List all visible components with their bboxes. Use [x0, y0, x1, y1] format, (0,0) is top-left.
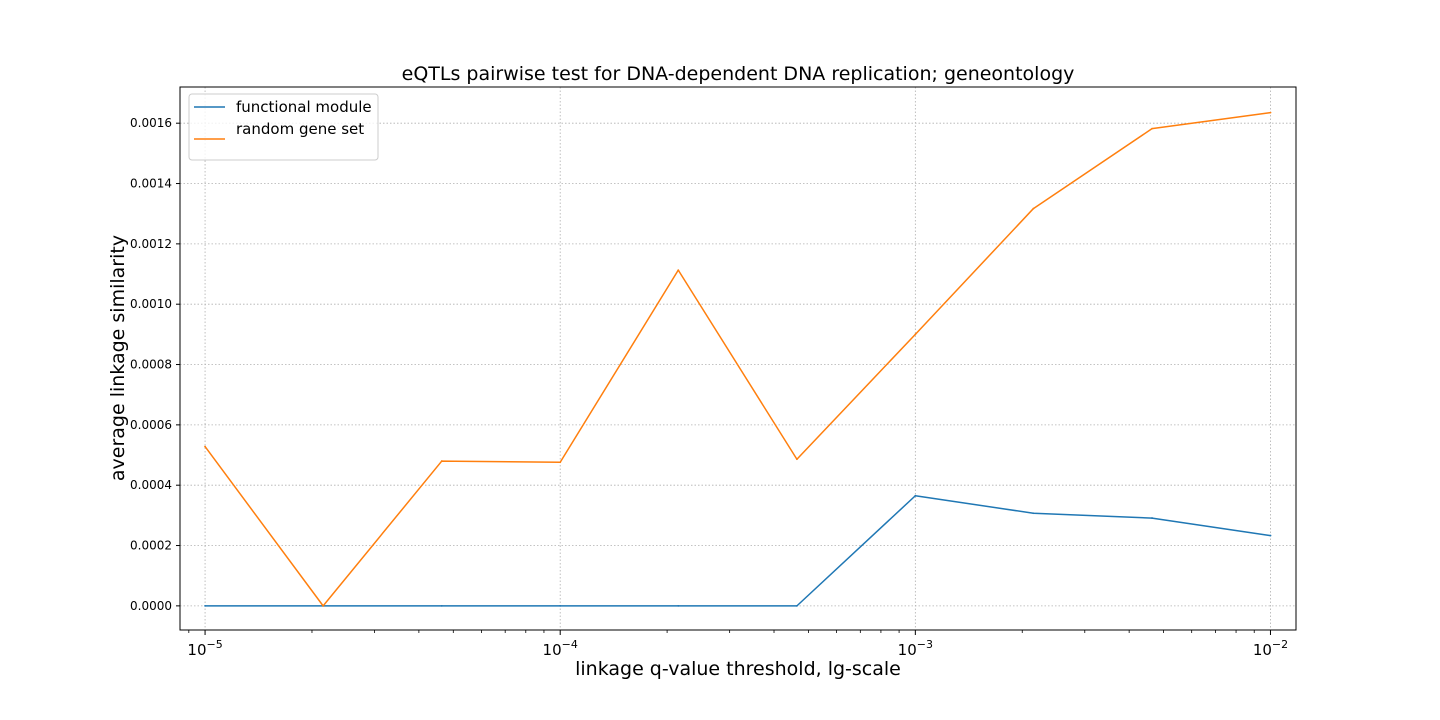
data-point-functional-module: [796, 604, 798, 607]
data-point-random-gene-set: [796, 458, 798, 461]
y-tick-label: 0.0004: [130, 478, 172, 492]
series-layer: [204, 111, 1272, 607]
grid-lines: [180, 87, 1296, 630]
data-point-random-gene-set: [1269, 111, 1272, 114]
y-tick-label: 0.0008: [130, 358, 172, 372]
y-axis-label: average linkage similarity: [107, 235, 129, 481]
x-axis-label: linkage q-value threshold, lg-scale: [575, 658, 901, 680]
data-point-functional-module: [559, 604, 562, 607]
data-point-functional-module: [440, 604, 443, 607]
x-tick-label: 10−5: [187, 638, 222, 659]
data-point-random-gene-set: [559, 461, 562, 464]
data-point-random-gene-set: [204, 445, 206, 448]
data-point-random-gene-set: [677, 269, 680, 272]
data-point-random-gene-set: [322, 604, 325, 607]
y-tick-label: 0.0006: [130, 418, 172, 432]
y-tick-label: 0.0000: [130, 599, 172, 613]
y-tick-label: 0.0010: [130, 297, 172, 311]
series-line-functional-module: [205, 495, 1271, 607]
series-line-random-gene-set: [204, 111, 1271, 607]
data-point-random-gene-set: [1032, 207, 1035, 210]
data-point-functional-module: [914, 494, 917, 497]
data-point-random-gene-set: [440, 460, 443, 462]
legend-label-random-gene-set: random gene set: [236, 120, 364, 138]
x-tick-label: 10−2: [1253, 638, 1288, 659]
x-tick-label: 10−4: [543, 638, 578, 659]
data-point-random-gene-set: [914, 333, 917, 336]
legend-label-functional-module: functional module: [236, 98, 372, 116]
data-point-functional-module: [1151, 517, 1153, 519]
x-axis: 10−5 10−4 10−3 10−2: [187, 630, 1288, 659]
data-point-random-gene-set: [1151, 127, 1153, 130]
legend-box: [188, 93, 379, 161]
legend: functional module random gene set: [188, 93, 379, 161]
data-point-functional-module: [677, 604, 680, 607]
y-tick-label: 0.0002: [130, 539, 172, 553]
y-tick-label: 0.0014: [130, 177, 172, 191]
x-tick-label: 10−3: [898, 638, 933, 659]
y-tick-label: 0.0016: [130, 116, 172, 130]
data-point-functional-module: [204, 604, 206, 607]
chart-title: eQTLs pairwise test for DNA-dependent DN…: [402, 63, 1075, 85]
plot-frame: [179, 86, 1297, 631]
y-tick-label: 0.0012: [130, 237, 172, 251]
y-axis: 0.0000 0.0002 0.0004 0.0006 0.0008 0.0010 0.00…: [130, 116, 180, 613]
data-point-functional-module: [1032, 512, 1035, 515]
data-point-functional-module: [1269, 534, 1272, 537]
